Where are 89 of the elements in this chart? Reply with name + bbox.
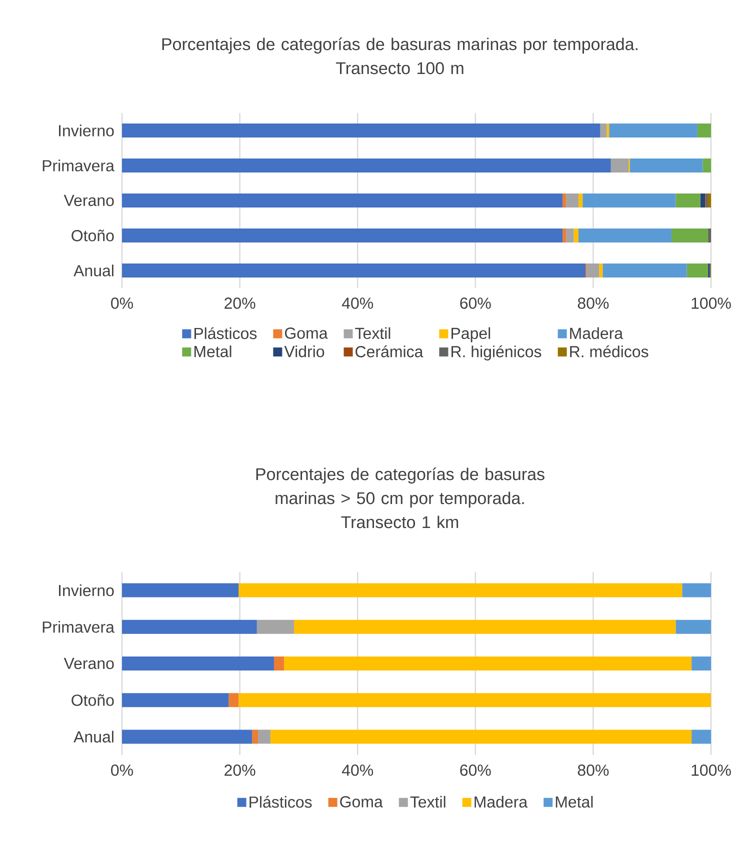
legend-label: Madera: [570, 327, 624, 340]
bar: [274, 656, 284, 670]
bar: [586, 263, 600, 278]
bar: [600, 124, 607, 138]
bar: [578, 228, 672, 242]
bar: [294, 620, 676, 634]
bar: [562, 228, 566, 242]
y-tick-label: Invierno: [59, 124, 114, 136]
x-tick-label: 40%: [342, 298, 374, 309]
y-tick-label: Otoño: [72, 230, 114, 242]
bar: [122, 583, 239, 598]
legend-label: Cerámica: [356, 345, 424, 358]
bar: [602, 263, 687, 278]
x-tick-label: 100%: [692, 298, 731, 309]
bar: [122, 693, 229, 708]
bar: [702, 158, 712, 172]
chart-title: Porcentajes de categorías de basuras marinas por temporada.: [162, 38, 638, 54]
bar: [122, 656, 274, 670]
bar: [682, 583, 712, 598]
x-tick-label: 0%: [111, 764, 133, 776]
x-tick-label: 80%: [578, 764, 609, 776]
legend-label: Goma: [340, 796, 383, 808]
x-tick-label: 20%: [224, 298, 256, 309]
bar: [252, 730, 258, 744]
legend-label: Metal: [556, 796, 593, 808]
bar: [692, 730, 712, 744]
bar: [122, 158, 611, 172]
y-tick-label: Verano: [64, 194, 114, 206]
bar: [606, 124, 610, 138]
x-tick-label: 80%: [578, 298, 609, 309]
bar: [258, 730, 270, 744]
bar: [676, 193, 700, 208]
bar: [609, 124, 698, 138]
bar: [122, 193, 563, 208]
bar: [238, 583, 682, 598]
legend-label: Textil: [355, 327, 390, 340]
bar: [697, 124, 712, 138]
x-tick-label: 40%: [342, 764, 374, 776]
bar: [122, 228, 563, 242]
bar: [599, 263, 603, 278]
bar: [122, 124, 600, 138]
x-tick-label: 60%: [460, 298, 491, 309]
chart-subtitle: Transecto 1 km: [341, 516, 458, 528]
bar: [270, 730, 692, 744]
legend-label: Plásticos: [194, 327, 257, 340]
bar: [122, 263, 586, 278]
x-tick-label: 20%: [224, 764, 256, 776]
bar: [566, 228, 574, 242]
y-tick-label: Primavera: [42, 621, 114, 633]
bar: [708, 228, 712, 242]
bar: [562, 193, 566, 208]
bar: [578, 193, 583, 208]
legend-label: Textil: [410, 796, 446, 808]
y-tick-label: Anual: [74, 264, 114, 276]
x-tick-label: 0%: [111, 298, 133, 309]
bar: [676, 620, 712, 634]
legend-label: R. higiénicos: [452, 345, 542, 360]
bar: [707, 193, 712, 208]
y-tick-label: Primavera: [42, 160, 114, 172]
bar: [256, 620, 294, 634]
legend-label: Madera: [474, 796, 528, 808]
bar: [686, 263, 708, 278]
legend-label: R. médicos: [570, 345, 648, 358]
bar: [672, 228, 708, 242]
bar: [566, 193, 578, 208]
bar: [228, 693, 239, 708]
bar: [582, 193, 676, 208]
bar: [630, 158, 703, 172]
y-tick-label: Otoño: [72, 694, 114, 706]
legend-label: Goma: [284, 328, 328, 339]
chart-title: Porcentajes de categorías de basuras marinas > 50 cm por temporada.: [256, 468, 544, 508]
legend-label: Plásticos: [250, 796, 312, 808]
bar: [284, 656, 692, 670]
bar: [692, 656, 712, 670]
legend-label: Metal: [194, 345, 232, 358]
x-tick-label: 100%: [692, 764, 731, 776]
y-tick-label: Anual: [74, 730, 114, 743]
bar: [700, 193, 706, 208]
bar: [122, 620, 257, 634]
y-tick-label: Verano: [64, 658, 114, 670]
bar: [574, 228, 578, 242]
legend-label: Vidrio: [284, 345, 324, 358]
chart-subtitle: Transecto 100 m: [336, 62, 464, 74]
x-tick-label: 60%: [460, 764, 491, 776]
bar: [122, 730, 252, 744]
bar: [610, 158, 629, 172]
bar: [238, 693, 712, 708]
y-tick-label: Invierno: [59, 584, 114, 596]
legend-label: Papel: [452, 327, 490, 342]
